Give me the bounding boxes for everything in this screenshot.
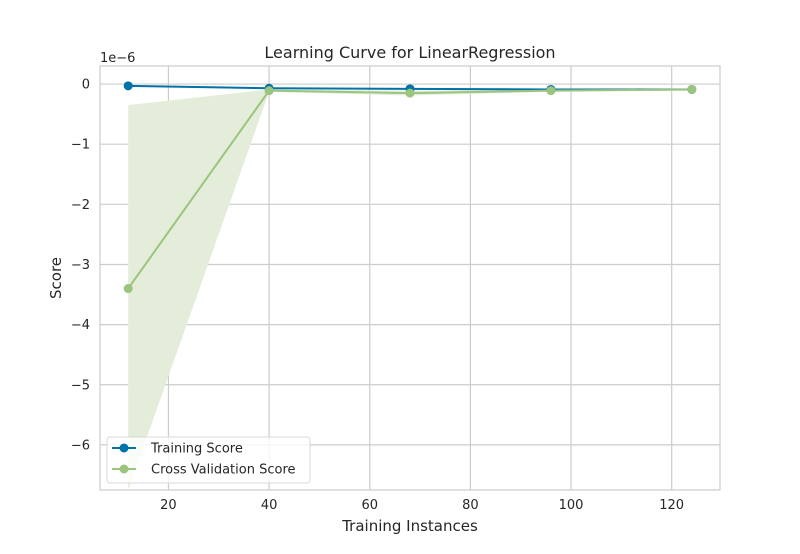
y-tick-label: 0 [82,78,90,93]
y-tick-labels: 0 −1 −2 −3 −4 −5 −6 [71,78,90,454]
chart-title: Learning Curve for LinearRegression [264,43,555,62]
plot-frame [99,65,721,491]
x-tick-label: 100 [559,498,584,513]
legend-training-marker [119,443,129,453]
legend-box [106,436,311,484]
cv-score-point [687,84,697,94]
cv-score-point [264,86,274,96]
series-points [123,81,697,294]
y-tick-label: −2 [71,198,90,213]
cv-score-point [123,284,133,294]
cv-score-point [546,86,556,96]
legend-training-label: Training Score [150,442,243,457]
legend-cv-marker [119,464,129,474]
y-tick-label: −4 [71,318,90,333]
cv-score-band [128,88,692,491]
training-score-point [123,81,133,91]
x-axis-label: Training Instances [341,517,478,535]
y-tick-label: −6 [71,438,90,453]
y-tick-label: −3 [71,258,90,273]
x-tick-labels: 20 40 60 80 100 120 [160,498,684,513]
x-tick-label: 40 [261,498,278,513]
x-tick-label: 20 [160,498,177,513]
x-tick-label: 60 [361,498,378,513]
x-tick-label: 80 [462,498,479,513]
x-tick-label: 120 [659,498,684,513]
y-axis-label: Score [47,257,65,299]
legend: Training Score Cross Validation Score [106,436,311,484]
legend-cv-label: Cross Validation Score [151,463,296,478]
y-tick-label: −5 [71,378,90,393]
y-scale-label: 1e−6 [100,51,135,66]
cv-score-point [405,88,415,98]
y-tick-label: −1 [71,138,90,153]
